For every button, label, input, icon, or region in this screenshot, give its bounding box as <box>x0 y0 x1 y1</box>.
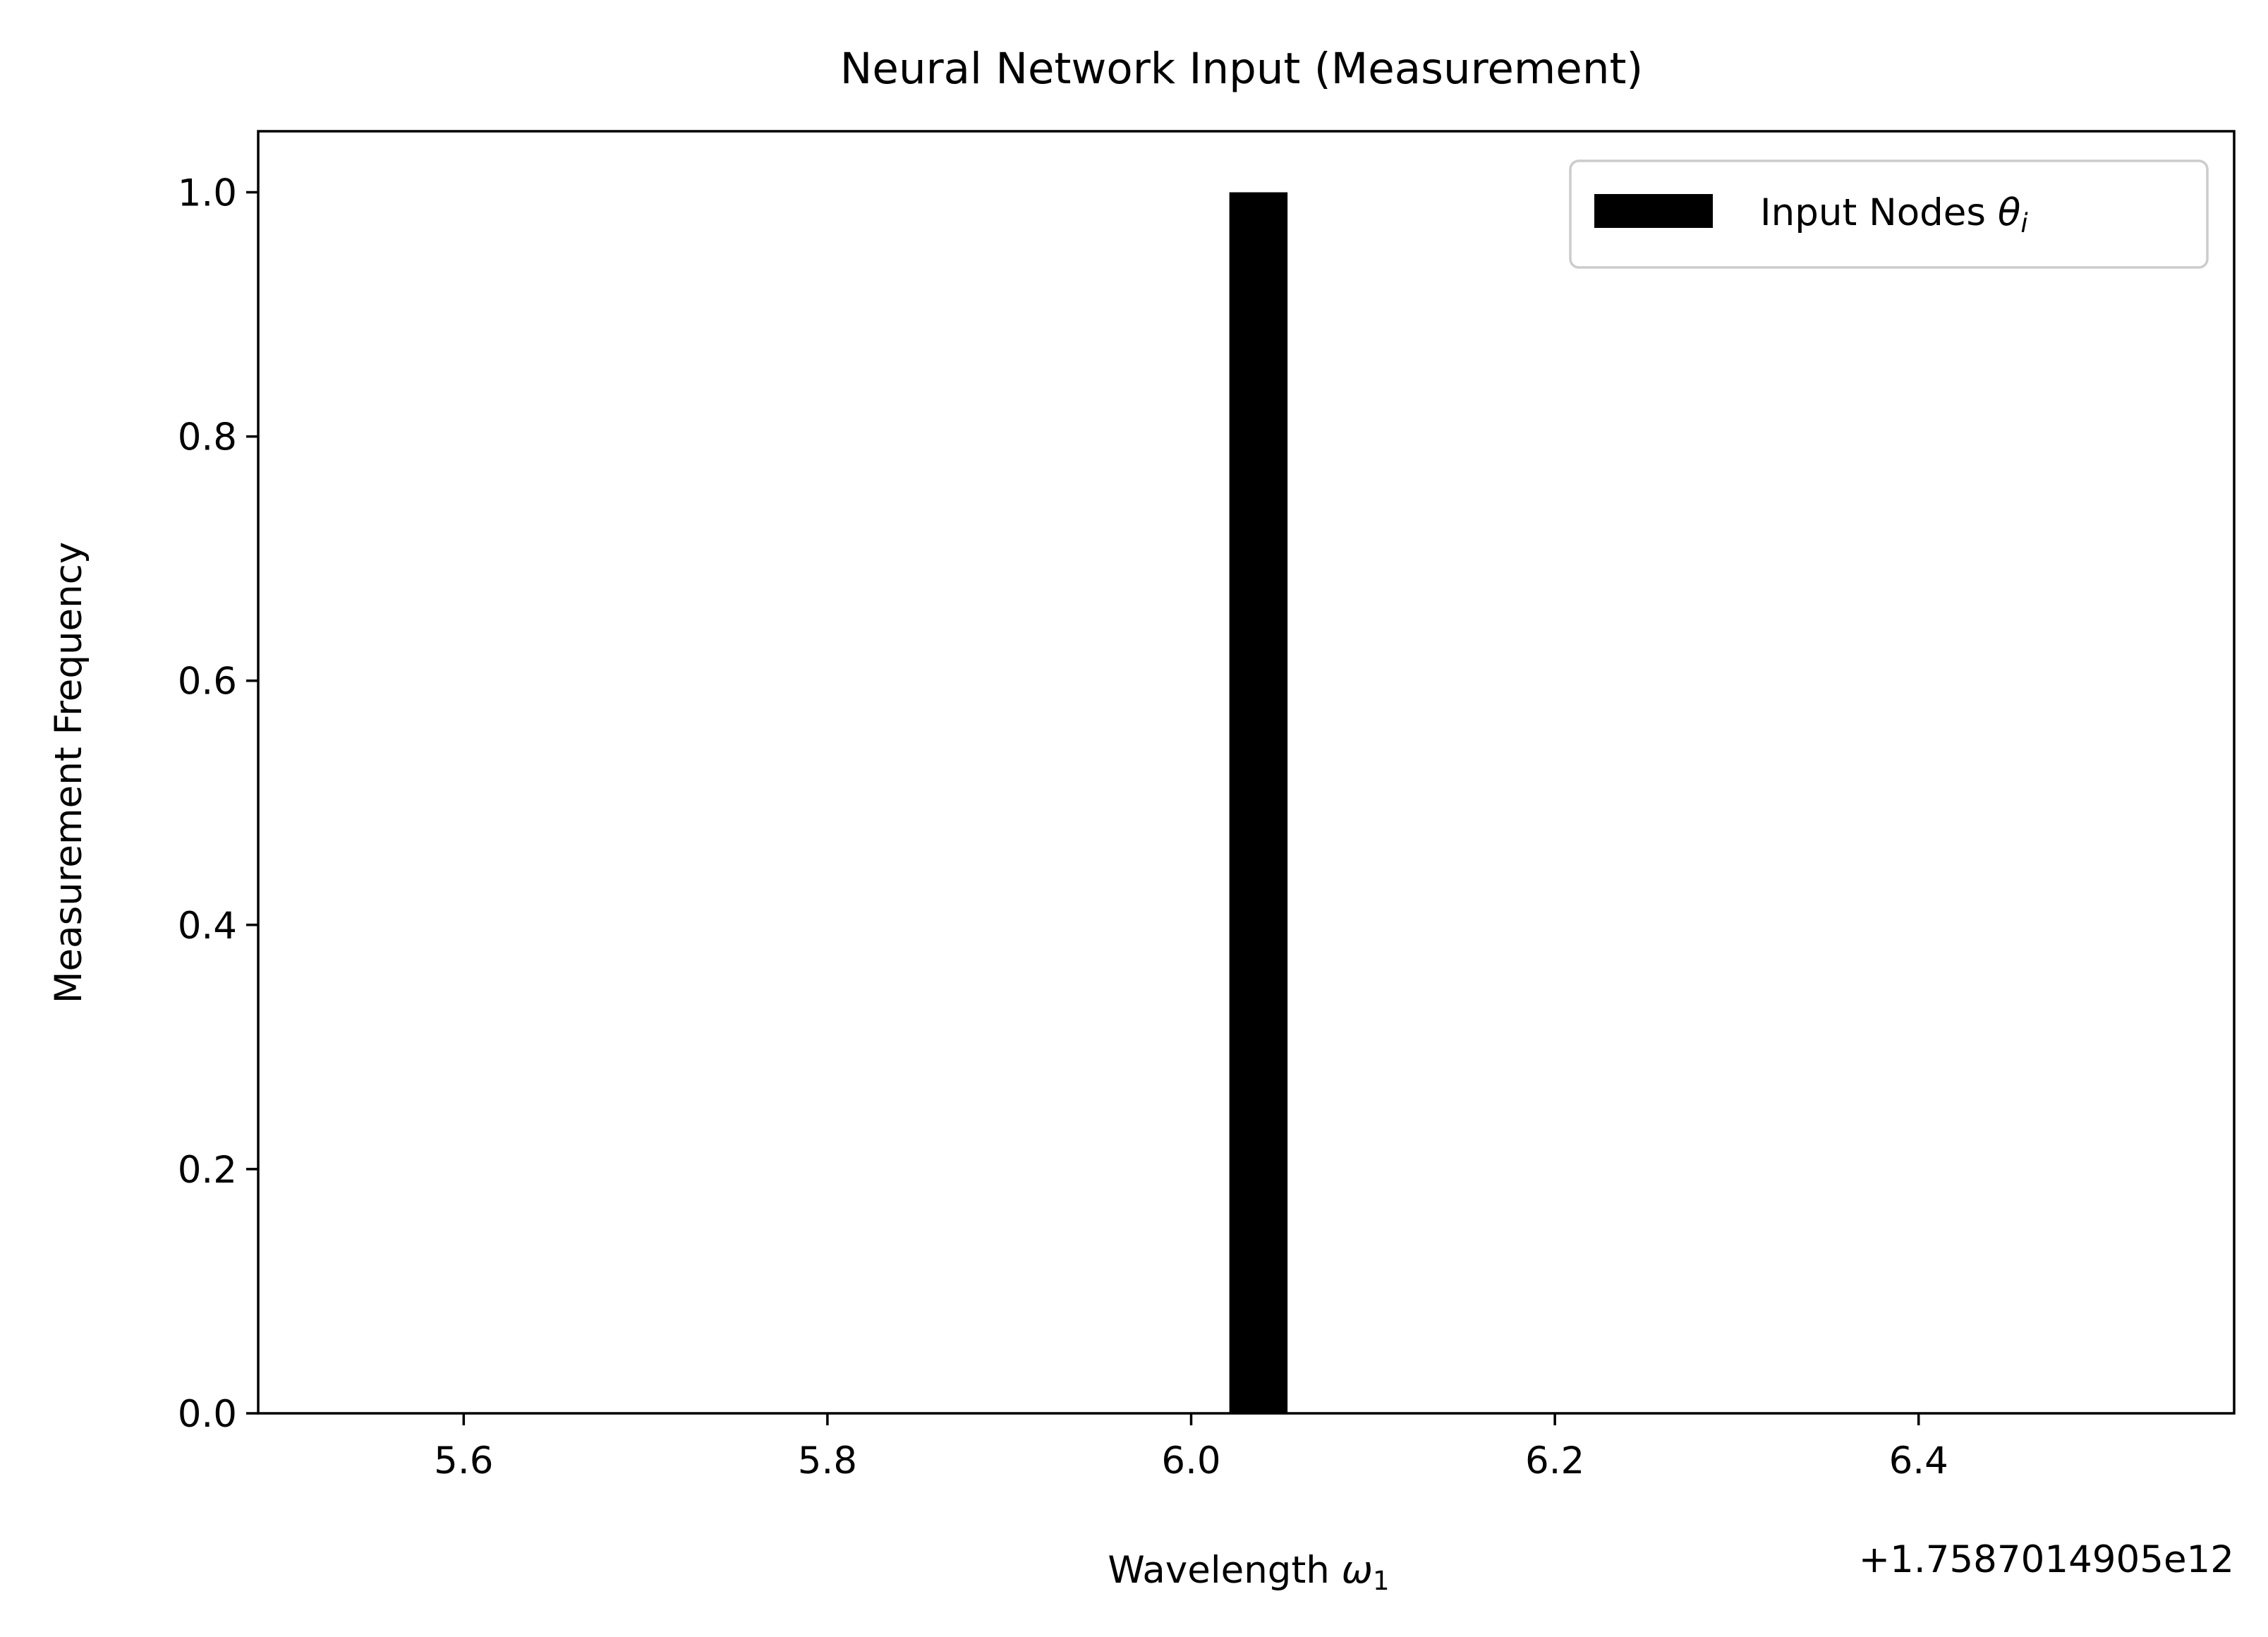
legend-frame <box>1569 159 2209 269</box>
plot-area-frame <box>257 130 2236 1415</box>
legend: Input Nodes θi <box>1569 159 2209 269</box>
y-tick-label: 0.8 <box>178 416 237 459</box>
bars-layer <box>1229 192 1288 1413</box>
x-axis-label-subscript: 1 <box>1373 1566 1390 1596</box>
y-tick-label: 0.0 <box>178 1393 237 1436</box>
legend-label-text: Input Nodes <box>1760 191 1998 234</box>
chart-title: Neural Network Input (Measurement) <box>840 44 1643 94</box>
y-axis-label: Measurement Frequency <box>47 542 90 1004</box>
legend-label-theta-symbol: θ <box>1998 191 2020 234</box>
x-axis-label-text: Wavelength <box>1108 1549 1341 1592</box>
x-axis-offset-label: +1.7587014905e12 <box>1859 1538 2234 1581</box>
bar-0-0 <box>1229 192 1288 1413</box>
legend-label: Input Nodes θi <box>1760 191 2028 238</box>
x-tick-label: 5.8 <box>798 1439 857 1482</box>
x-axis-label: Wavelength ω1 <box>1108 1549 1389 1596</box>
x-tick-label: 6.4 <box>1889 1439 1948 1482</box>
legend-label-subscript: i <box>2020 208 2028 238</box>
y-tick-label: 0.2 <box>178 1149 237 1192</box>
y-tick-label: 1.0 <box>178 172 237 215</box>
legend-swatch <box>1594 194 1713 228</box>
x-tick-label: 5.6 <box>434 1439 493 1482</box>
y-tick-label: 0.4 <box>178 905 237 948</box>
y-tick-label: 0.6 <box>178 660 237 703</box>
x-axis: 5.6 5.8 6.0 6.2 6.4 <box>434 1413 1948 1482</box>
x-axis-label-omega-symbol: ω <box>1342 1549 1373 1592</box>
x-tick-label: 6.0 <box>1161 1439 1220 1482</box>
y-axis: 0.0 0.2 0.4 0.6 0.8 1.0 <box>178 172 258 1436</box>
x-tick-label: 6.2 <box>1525 1439 1584 1482</box>
